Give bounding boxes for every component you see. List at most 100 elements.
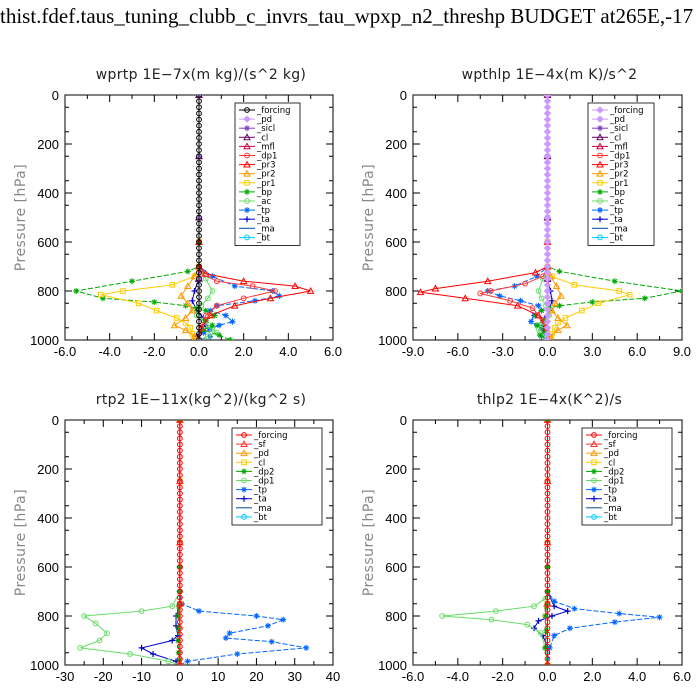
- data-point: [544, 655, 551, 662]
- data-point: [176, 655, 183, 662]
- y-tick-label: 400: [385, 511, 407, 526]
- x-tick-label: -10: [132, 669, 151, 684]
- data-point: [544, 496, 551, 503]
- legend-marker: [591, 468, 597, 475]
- legend-label: _pd: [256, 115, 272, 125]
- data-point: [176, 649, 183, 656]
- data-point: [532, 312, 539, 319]
- y-tick-label: 800: [37, 609, 59, 624]
- data-point: [181, 326, 190, 334]
- legend-item: _forcing: [236, 431, 288, 441]
- data-point: [556, 302, 563, 309]
- data-point: [544, 521, 551, 528]
- legend-marker: [597, 188, 603, 195]
- data-point: [544, 435, 551, 442]
- data-point: [544, 619, 551, 626]
- data-point: [196, 330, 202, 337]
- data-point: [544, 662, 551, 665]
- data-point: [656, 614, 663, 621]
- data-point: [196, 306, 202, 313]
- data-point: [190, 332, 199, 340]
- legend-label: _ac: [609, 197, 624, 207]
- data-point: [176, 459, 183, 466]
- data-point: [579, 307, 585, 314]
- data-point: [196, 269, 202, 276]
- x-tick-label: 20: [249, 669, 263, 684]
- y-tick-label: 400: [37, 186, 59, 201]
- data-point: [545, 660, 550, 665]
- data-point: [176, 637, 183, 644]
- data-point: [176, 631, 183, 638]
- series-layer: [439, 420, 663, 665]
- data-point: [176, 484, 183, 491]
- legend-marker: [591, 495, 597, 502]
- data-point: [169, 603, 176, 610]
- data-point: [196, 263, 202, 270]
- data-point: [544, 441, 551, 448]
- data-point: [196, 232, 202, 239]
- legend-marker: [591, 477, 597, 484]
- data-point: [488, 616, 495, 623]
- data-point: [268, 638, 275, 645]
- data-point: [484, 288, 491, 294]
- legend-marker: [590, 440, 598, 447]
- data-point: [176, 521, 183, 528]
- legend-label: _pr2: [609, 170, 629, 180]
- data-point: [616, 610, 623, 617]
- legend-label: _bt: [256, 233, 271, 243]
- data-point: [196, 275, 202, 282]
- data-point: [176, 478, 183, 485]
- legend-marker: [241, 477, 247, 484]
- data-point: [196, 196, 202, 203]
- legend-marker: [591, 432, 597, 438]
- data-point: [534, 322, 541, 329]
- data-point: [493, 608, 499, 615]
- legend-label: _ma: [603, 504, 622, 514]
- series-line: [480, 95, 548, 340]
- data-point: [211, 312, 218, 319]
- data-point: [196, 141, 202, 147]
- legend-item: _ma: [239, 224, 275, 234]
- data-point: [196, 281, 202, 288]
- data-point: [551, 632, 558, 639]
- data-point: [544, 502, 551, 509]
- series-ta: [138, 420, 183, 665]
- legend-label: _ta: [609, 215, 623, 225]
- data-point: [196, 177, 202, 184]
- data-point: [564, 608, 571, 615]
- data-point: [196, 134, 202, 141]
- data-point: [97, 291, 104, 298]
- legend-item: _pd: [239, 115, 272, 125]
- data-point: [551, 299, 559, 307]
- legend-item: _mfl: [592, 142, 628, 152]
- data-point: [227, 337, 234, 340]
- data-point: [544, 582, 551, 589]
- data-point: [544, 472, 551, 479]
- figure-title: thist.fdef.taus_tuning_clubb_c_invrs_tau…: [0, 4, 694, 28]
- data-point: [538, 295, 545, 302]
- x-tick-label: -30: [56, 669, 75, 684]
- legend-item: _tp: [586, 486, 617, 496]
- data-point: [196, 153, 202, 160]
- data-point: [104, 630, 111, 637]
- legend-label: _cl: [256, 133, 268, 143]
- data-point: [544, 637, 551, 644]
- series-forcing: [176, 420, 183, 665]
- data-point: [176, 508, 183, 515]
- legend-item: _ac: [239, 197, 271, 207]
- legend-label: _dp2: [603, 467, 624, 477]
- legend-label: _forcing: [256, 106, 291, 116]
- data-point: [196, 165, 202, 172]
- data-point: [544, 600, 551, 607]
- legend-item: _tp: [236, 486, 267, 496]
- x-tick-label: 2.0: [235, 344, 253, 359]
- data-point: [196, 318, 202, 325]
- legend-label: _sicl: [609, 124, 628, 134]
- data-point: [196, 257, 202, 264]
- data-point: [544, 420, 551, 423]
- legend-marker: [240, 440, 248, 447]
- data-point: [209, 322, 216, 329]
- data-point: [547, 337, 554, 340]
- data-point: [543, 97, 552, 105]
- legend-marker: [591, 514, 597, 520]
